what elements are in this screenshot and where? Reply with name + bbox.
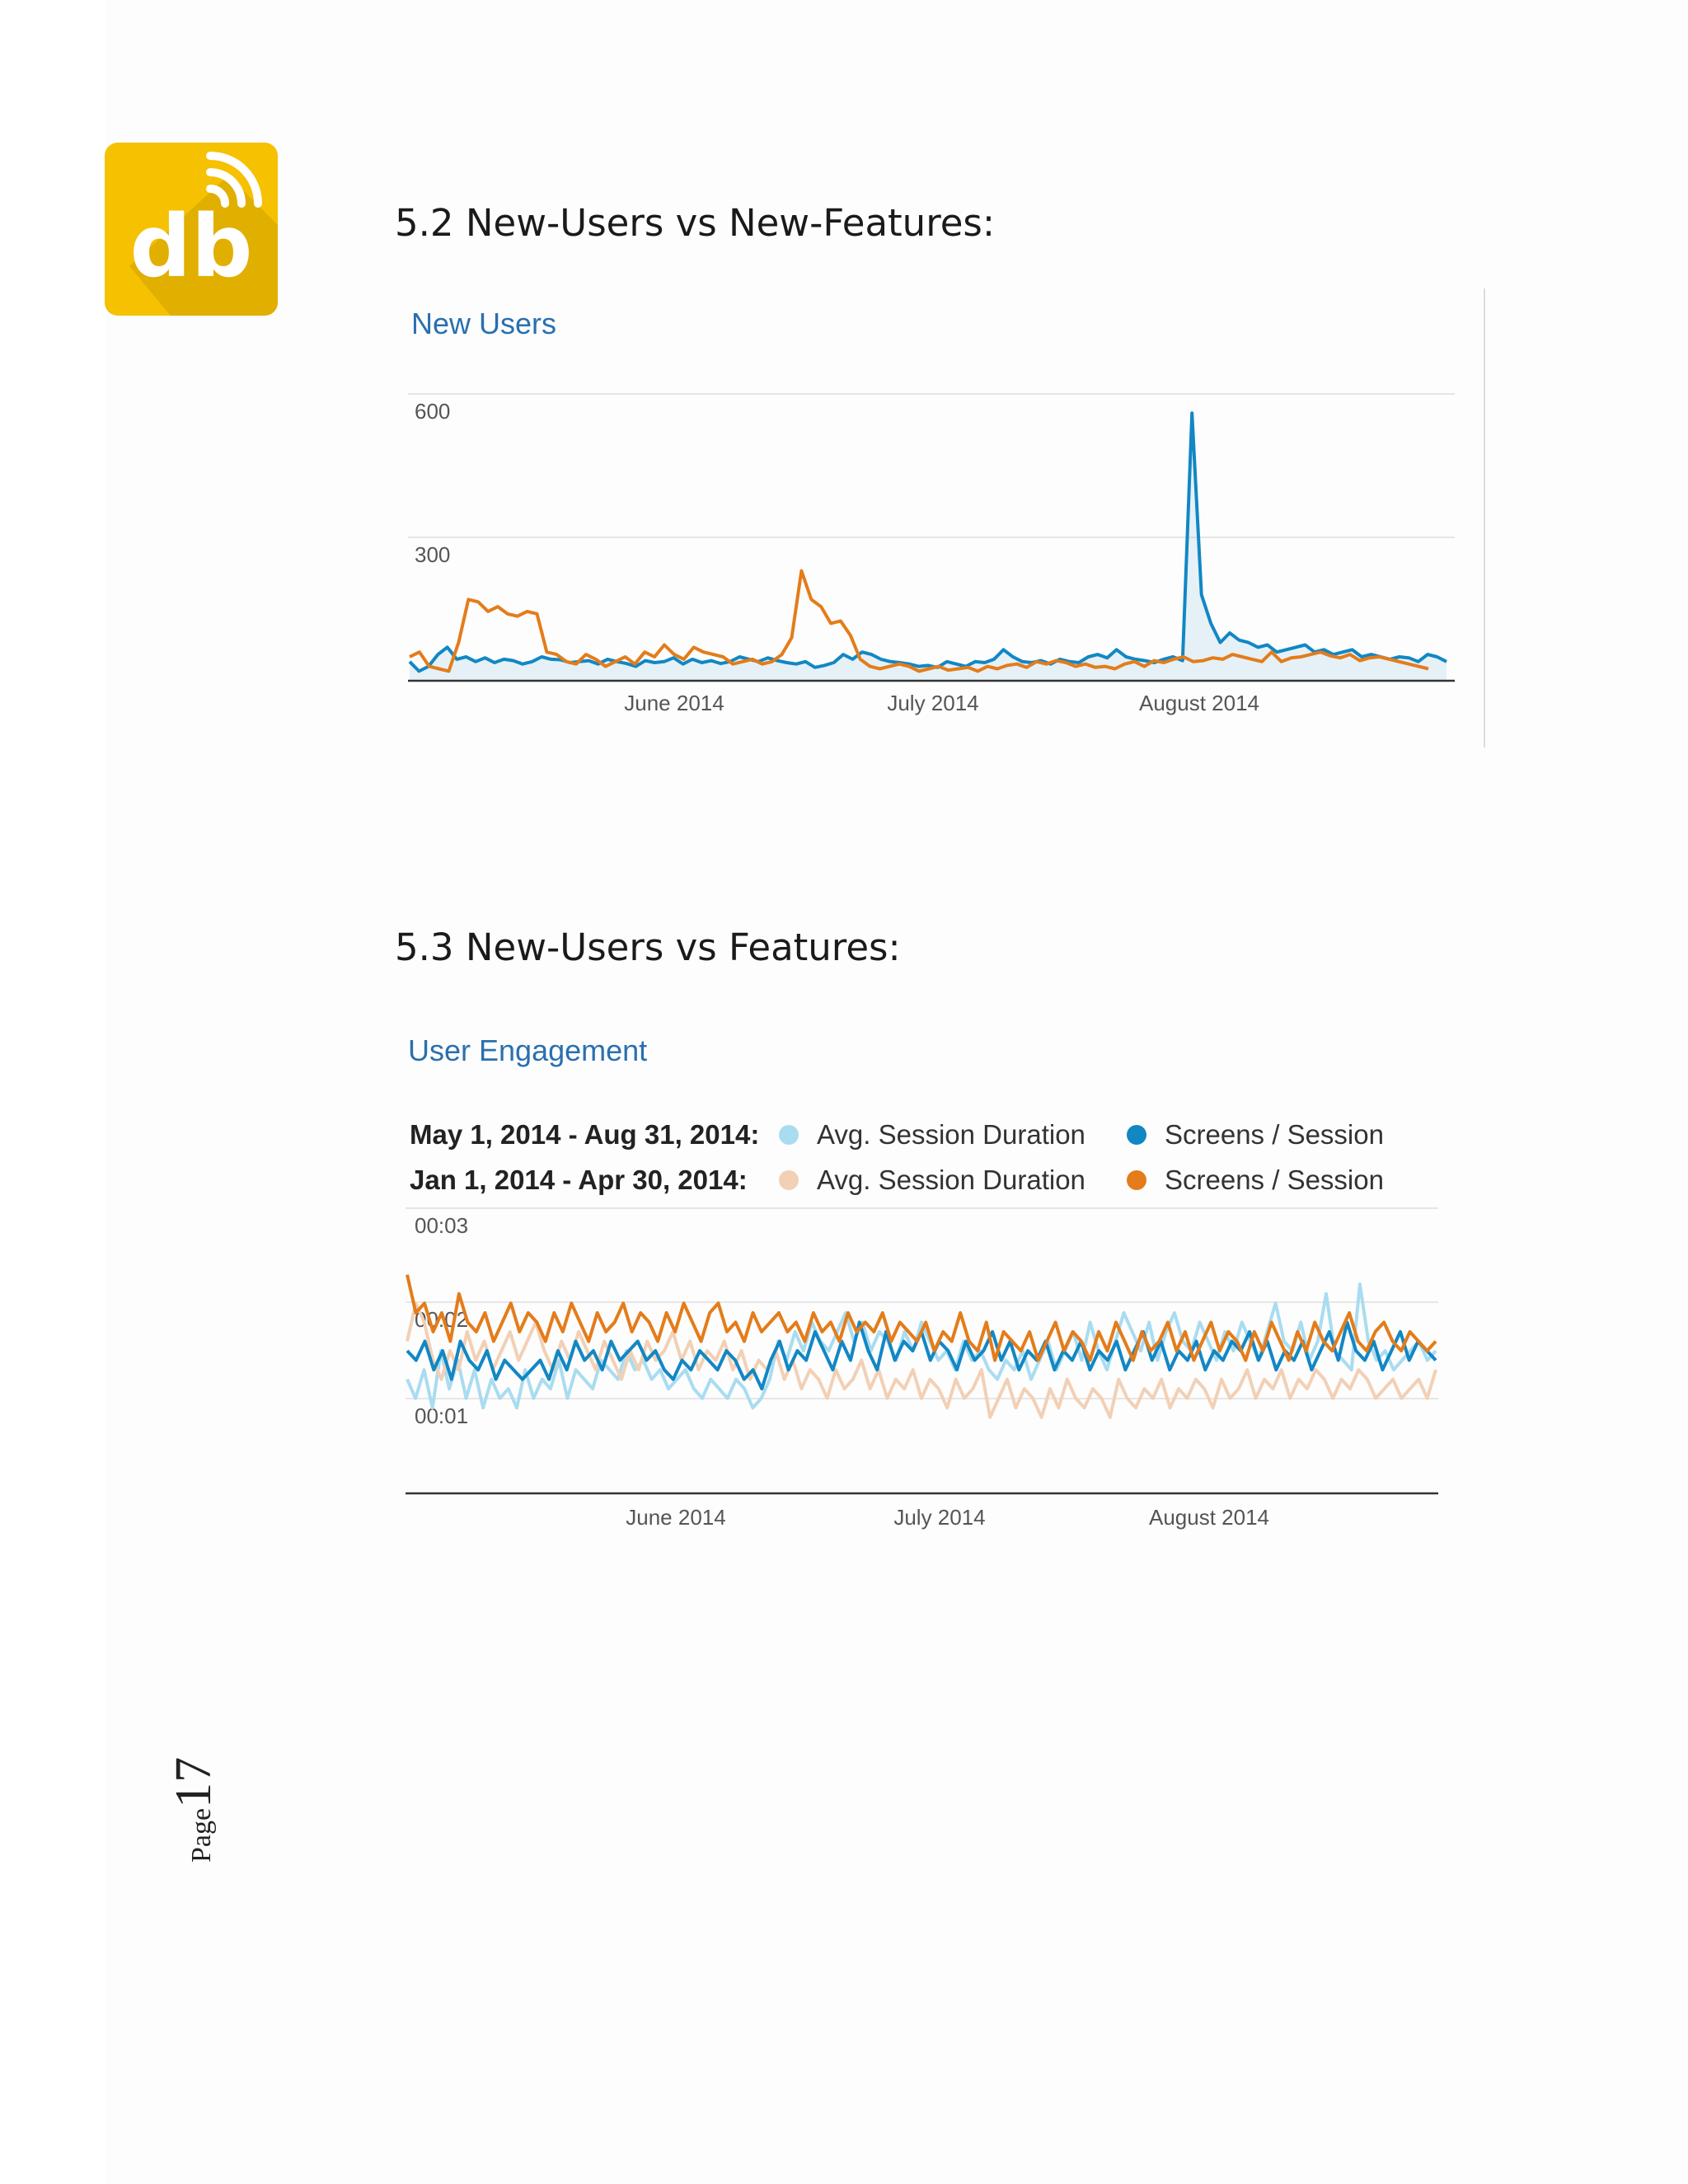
legend-item: Avg. Session Duration xyxy=(779,1165,1085,1196)
x-tick-label: June 2014 xyxy=(624,691,724,715)
y-tick-label: 00:01 xyxy=(415,1404,468,1428)
legend-swatch xyxy=(1127,1125,1146,1145)
new-users-line-previous xyxy=(409,569,1429,673)
legend-label: Screens / Session xyxy=(1165,1119,1384,1150)
x-tick-label: July 2014 xyxy=(893,1505,985,1530)
wifi-signal-icon xyxy=(206,152,262,208)
y-tick-label: 600 xyxy=(415,399,450,424)
x-tick-label: June 2014 xyxy=(626,1505,725,1530)
db-logo-graphic: db xyxy=(105,143,278,316)
legend-label: Screens / Session xyxy=(1165,1165,1384,1195)
x-tick-label: July 2014 xyxy=(887,691,978,715)
user-engagement-chart-title: User Engagement xyxy=(408,1033,648,1067)
db-logo: db xyxy=(105,143,278,316)
logo-text: db xyxy=(130,196,253,297)
section-5-2-heading: 5.2 New-Users vs New-Features: xyxy=(395,201,995,245)
new-users-line-current xyxy=(408,411,1447,673)
new-users-area-fill xyxy=(410,413,1447,681)
page-number-word: Page xyxy=(186,1807,217,1863)
legend-label: Avg. Session Duration xyxy=(817,1119,1085,1150)
legend-date-range: Jan 1, 2014 - Apr 30, 2014: xyxy=(410,1165,748,1195)
y-tick-label: 00:03 xyxy=(415,1213,468,1238)
screens-per-session-line-previous xyxy=(406,1274,1437,1362)
new-users-chart-panel xyxy=(398,288,1485,748)
new-users-chart: 600 300 June 2014 July 2014 August 2014 xyxy=(408,393,1455,715)
page-number: Page17 xyxy=(165,1757,223,1863)
legend-item: Screens / Session xyxy=(1127,1165,1384,1196)
x-tick-label: August 2014 xyxy=(1149,1505,1269,1530)
y-tick-label: 300 xyxy=(415,542,450,567)
avg-session-duration-line-previous xyxy=(406,1301,1437,1419)
legend-item: Avg. Session Duration xyxy=(779,1119,1085,1151)
new-users-chart-title: New Users xyxy=(411,307,557,340)
user-engagement-chart: 00:03 00:02 00:01 June 2014 July 2014 Au… xyxy=(406,1207,1438,1530)
legend-date-range: May 1, 2014 - Aug 31, 2014: xyxy=(410,1119,760,1150)
legend-swatch xyxy=(779,1170,799,1190)
legend-label: Avg. Session Duration xyxy=(817,1165,1085,1195)
page-number-value: 17 xyxy=(166,1756,222,1808)
user-engagement-legend: May 1, 2014 - Aug 31, 2014: Avg. Session… xyxy=(410,1119,1498,1218)
x-tick-label: August 2014 xyxy=(1139,691,1259,715)
legend-swatch xyxy=(779,1125,799,1145)
section-5-3-heading: 5.3 New-Users vs Features: xyxy=(395,926,901,969)
legend-item: Screens / Session xyxy=(1127,1119,1384,1151)
legend-swatch xyxy=(1127,1170,1146,1190)
